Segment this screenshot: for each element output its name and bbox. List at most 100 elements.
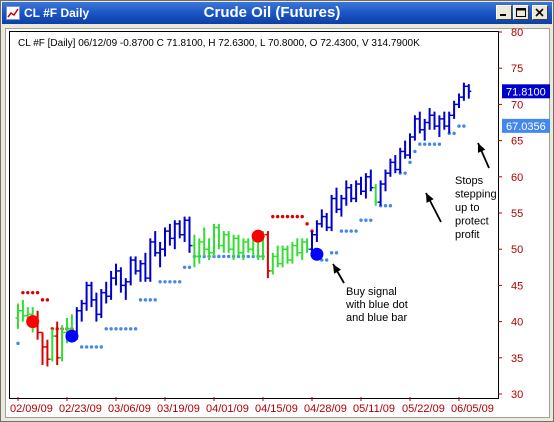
buy-annotation-text: Buy signal	[346, 286, 397, 298]
stop-dot	[403, 171, 407, 175]
stop-dot	[153, 298, 157, 302]
stop-dot	[432, 142, 437, 146]
stop-dot	[16, 341, 20, 346]
stop-dot	[138, 298, 143, 302]
y-tick-label: 60	[511, 172, 523, 184]
stop-dot	[339, 229, 344, 233]
stop-dot	[143, 298, 148, 302]
buy-annotation-text: with blue dot	[345, 299, 408, 311]
buy-arrow-head	[333, 264, 341, 274]
x-tick-label: 04/01/09	[206, 403, 249, 415]
sell-signal-dot	[251, 229, 265, 243]
stop-dot	[158, 280, 162, 284]
stop-dot	[359, 218, 363, 222]
stops-annotation-text: stepping	[455, 189, 497, 201]
stops-annotation-text: Stops	[455, 175, 484, 187]
ohlc-readout: CL #F [Daily] 06/12/09 -0.8700 C 71.8100…	[18, 38, 420, 49]
x-tick-label: 05/11/09	[353, 403, 395, 415]
stop-dot	[114, 327, 118, 331]
y-tick-label: 65	[511, 136, 523, 148]
stop-dot	[89, 345, 94, 349]
x-tick-label: 03/06/09	[108, 403, 151, 415]
y-tick-label: 40	[511, 317, 523, 329]
stop-dot	[329, 251, 334, 255]
stop-dot	[148, 298, 152, 302]
stop-dot	[182, 265, 187, 269]
stop-dot	[35, 290, 40, 295]
stop-dot	[290, 214, 295, 219]
y-tick-label: 30	[511, 389, 523, 401]
y-tick-label: 70	[511, 99, 523, 111]
close-button[interactable]	[532, 5, 548, 20]
y-tick-label: 35	[511, 353, 523, 365]
stop-dot	[246, 254, 250, 259]
minimize-button[interactable]	[496, 5, 512, 20]
stop-dot	[369, 218, 373, 222]
stop-dot	[354, 229, 358, 233]
title-bar[interactable]: CL #F Daily Crude Oil (Futures)	[2, 2, 552, 24]
stop-dot	[427, 142, 432, 146]
buy-annotation-text: and blue bar	[346, 312, 407, 324]
x-tick-label: 02/09/09	[10, 403, 53, 415]
stop-dot	[187, 265, 192, 269]
stop-dot	[413, 149, 417, 154]
x-tick-label: 02/23/09	[59, 403, 102, 415]
stop-dot	[119, 327, 123, 331]
buy-signal-dot	[65, 329, 79, 343]
stop-dot	[133, 327, 138, 331]
plot-area[interactable]	[9, 31, 499, 399]
stop-dot	[178, 280, 182, 284]
sell-signal-dot	[26, 315, 40, 329]
stop-dot	[452, 131, 456, 136]
stop-dot	[94, 345, 99, 349]
last-price-tag	[502, 84, 550, 99]
x-tick-label: 04/15/09	[255, 403, 298, 415]
stop-dot	[31, 290, 35, 295]
stops-arrow-left-head	[426, 193, 434, 203]
stop-dot	[285, 214, 290, 219]
stop-dot	[349, 229, 353, 233]
stop-dot	[99, 345, 104, 349]
stop-dot	[124, 327, 128, 331]
stop-dot	[334, 251, 339, 255]
maximize-button[interactable]	[513, 5, 529, 20]
chart-title: Crude Oil (Futures)	[203, 4, 341, 21]
stop-dot	[222, 254, 226, 259]
stop-dot	[168, 280, 172, 284]
stop-dot	[271, 214, 275, 219]
stop-dot	[217, 254, 221, 259]
x-tick-label: 06/05/09	[451, 403, 494, 415]
stop-dot	[305, 222, 309, 226]
stop-dot	[437, 142, 442, 146]
stop-dot	[173, 280, 177, 284]
stop-dot	[295, 214, 299, 219]
stop-dot	[462, 124, 466, 128]
window-title: CL #F Daily	[24, 6, 90, 20]
stop-dot	[163, 280, 167, 284]
stops-annotation-text: up to	[455, 202, 479, 214]
stop-dot	[418, 142, 422, 146]
y-tick-label: 55	[511, 208, 523, 220]
y-tick-label: 45	[511, 280, 523, 292]
last-price-label: 71.8100	[506, 86, 546, 98]
y-tick-label: 50	[511, 244, 523, 256]
stop-dot	[104, 327, 108, 331]
stop-dot	[457, 124, 461, 128]
stop-dot	[423, 142, 427, 146]
stop-dot	[408, 160, 412, 165]
stops-annotation-text: profit	[455, 229, 479, 241]
y-tick-label: 75	[511, 63, 523, 75]
stop-dot	[227, 254, 231, 259]
stop-price-tag	[502, 118, 550, 133]
x-tick-label: 04/28/09	[304, 403, 347, 415]
stops-arrow-right-head	[477, 143, 486, 153]
stop-dot	[383, 204, 388, 208]
chart-app-icon	[6, 6, 20, 20]
y-tick-label: 80	[511, 27, 523, 39]
close-icon	[535, 8, 544, 17]
stop-dot	[109, 327, 113, 331]
stop-dot	[26, 290, 30, 295]
stop-dot	[80, 345, 84, 349]
